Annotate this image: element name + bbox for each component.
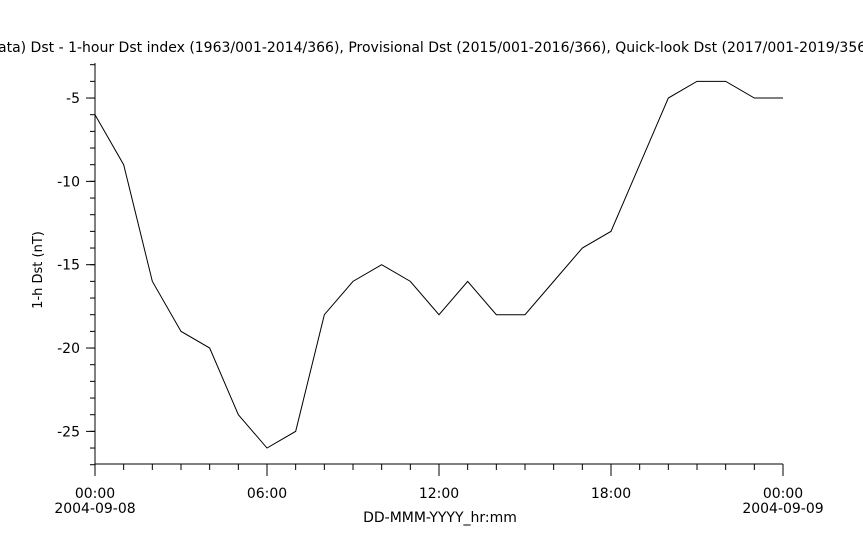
- data-line: [94, 80, 783, 449]
- y-tick-label: -15: [57, 258, 80, 274]
- y-axis-label: 1-h Dst (nT): [31, 231, 46, 309]
- y-tick-label: -10: [57, 174, 80, 190]
- x-tick-label: 18:00: [591, 486, 631, 502]
- x-tick-label: 12:00: [419, 486, 459, 502]
- y-tick-label: -20: [57, 341, 80, 357]
- x-tick-label: 00:00: [75, 486, 115, 502]
- y-tick-label: -5: [66, 91, 80, 107]
- x-tick-label: 06:00: [247, 486, 287, 502]
- x-tick-label: 00:00: [763, 486, 803, 502]
- chart-title: ata) Dst - 1-hour Dst index (1963/001-20…: [0, 40, 863, 56]
- y-tick-label: -25: [57, 424, 80, 440]
- x-tick-date: 2004-09-09: [742, 501, 823, 517]
- x-tick-date: 2004-09-08: [54, 501, 135, 517]
- x-axis-label: DD-MMM-YYYY_hr:mm: [363, 510, 517, 526]
